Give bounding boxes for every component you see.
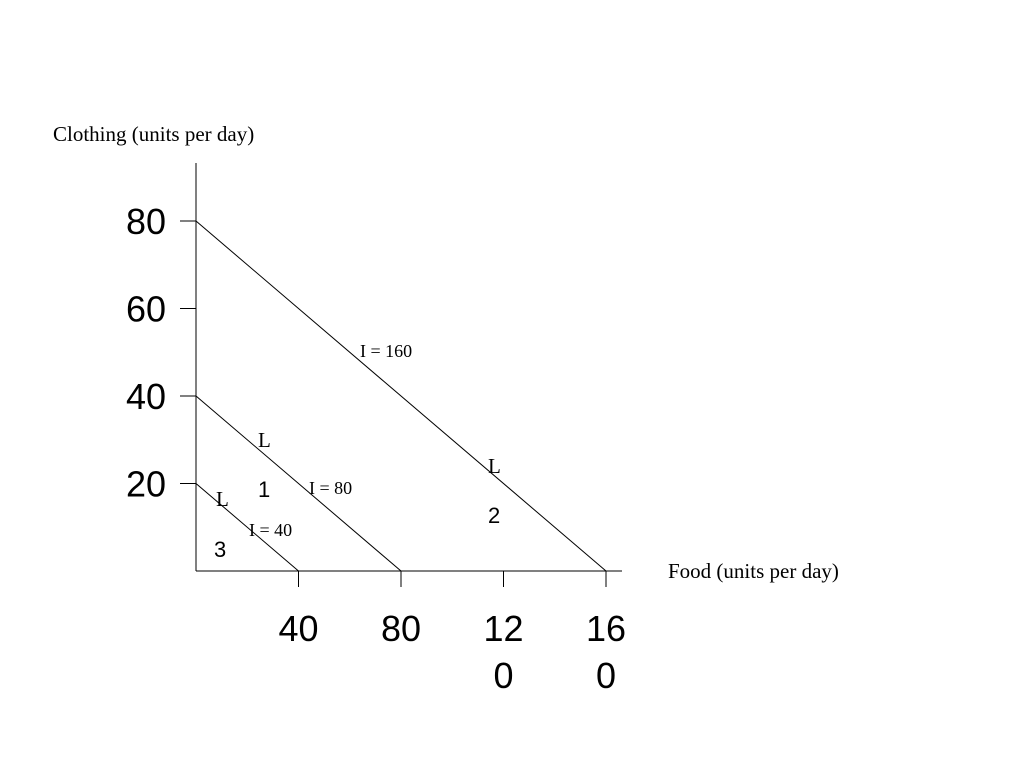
- x-tick-label: 16 0: [586, 608, 626, 696]
- y-tick-label: 60: [126, 289, 166, 330]
- y-axis-title: Clothing (units per day): [53, 122, 254, 146]
- budget-line-number: 3: [214, 537, 226, 562]
- budget-line-letter: L: [258, 428, 271, 452]
- x-tick-label: 12 0: [483, 608, 523, 696]
- income-label: I = 80: [309, 478, 352, 498]
- budget-line-number: 1: [258, 477, 270, 502]
- chart-marks: 40 80 12 0 16 0 20 40 60 80 L 3 I = 40 L 1 I = 80 L 2 I = …: [126, 201, 626, 696]
- x-tick-label: 40: [278, 608, 318, 649]
- x-tick-label: 80: [381, 608, 421, 649]
- income-label: I = 40: [249, 520, 292, 540]
- y-tick-label: 20: [126, 464, 166, 505]
- y-tick-label: 80: [126, 201, 166, 242]
- budget-line-1: [195, 395, 402, 572]
- budget-line-letter: L: [488, 454, 501, 478]
- budget-line-3: [195, 483, 299, 572]
- income-label: I = 160: [360, 341, 412, 361]
- y-tick-label: 40: [126, 376, 166, 417]
- budget-line-letter: L: [216, 487, 229, 511]
- budget-line-2: [195, 220, 607, 572]
- budget-line-number: 2: [488, 503, 500, 528]
- x-axis-title: Food (units per day): [668, 559, 839, 583]
